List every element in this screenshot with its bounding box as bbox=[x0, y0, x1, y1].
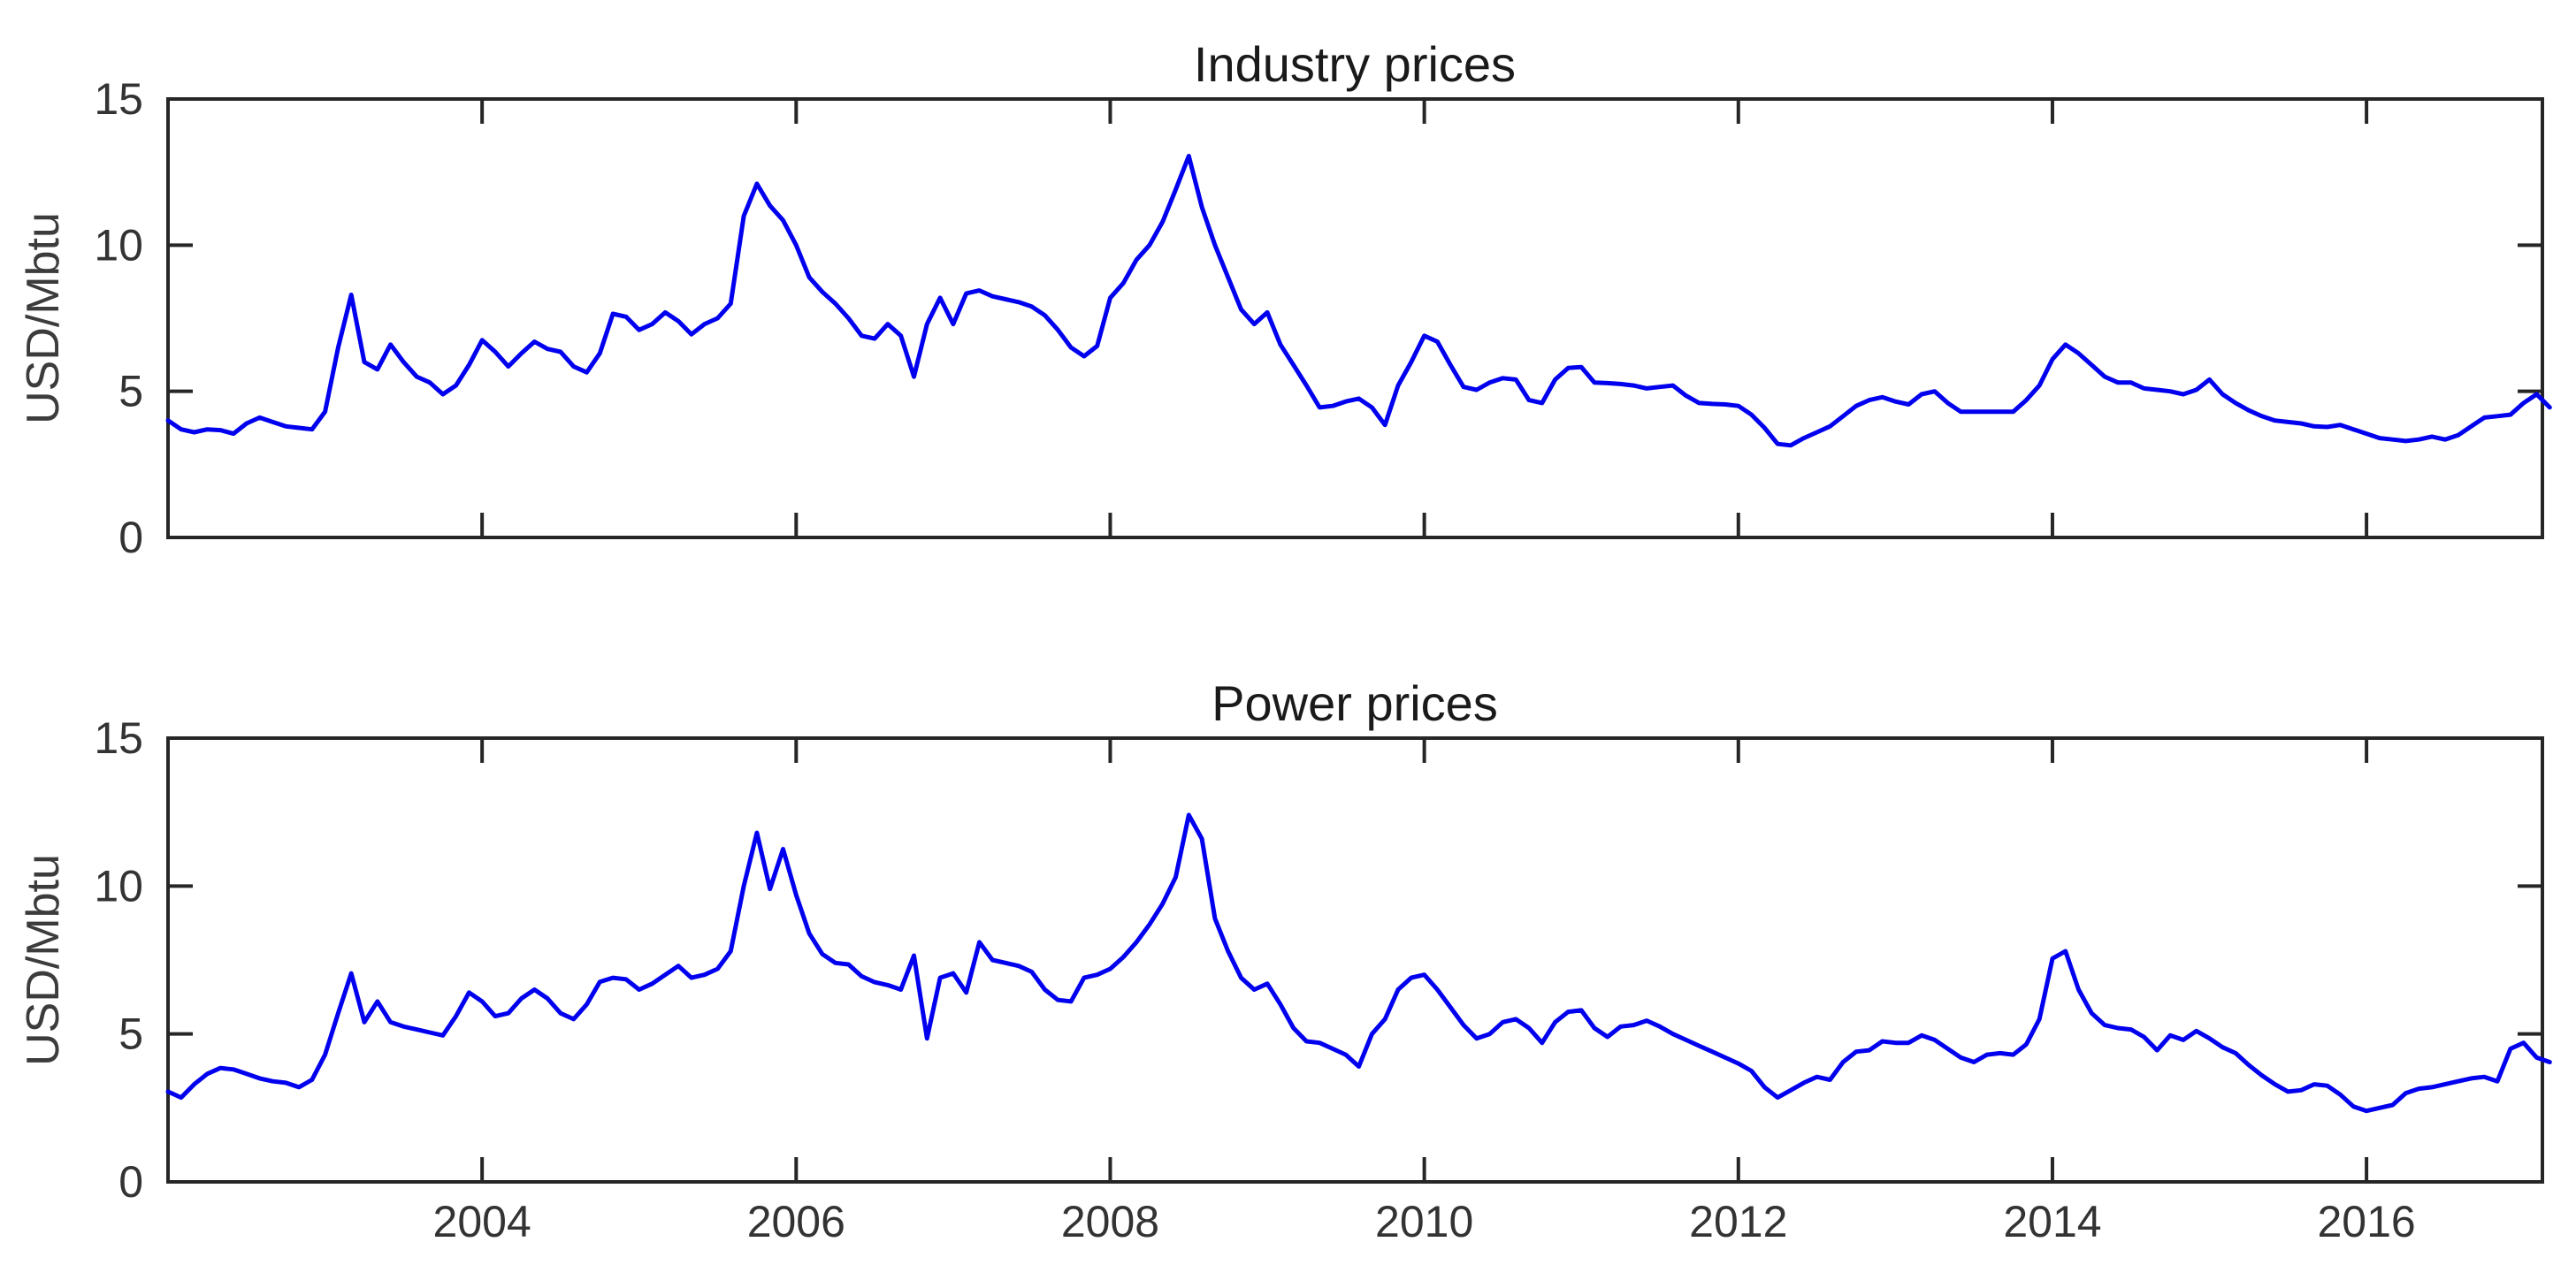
y-tick-label: 15 bbox=[94, 713, 143, 763]
plot-area bbox=[166, 97, 2544, 539]
y-tick-labels: 0 5 10 15 bbox=[94, 713, 143, 1207]
x-tick-label: 2004 bbox=[433, 1197, 531, 1246]
x-tick-labels: 2004 2006 2008 2010 2012 2014 2016 bbox=[433, 1197, 2416, 1246]
y-tick-label: 0 bbox=[118, 1157, 143, 1207]
power-price-line bbox=[165, 812, 2552, 1114]
plot-area bbox=[166, 736, 2544, 1184]
chart-title: Power prices bbox=[1212, 675, 1498, 731]
y-tick-label: 5 bbox=[118, 1010, 143, 1059]
y-tick-label: 5 bbox=[118, 367, 143, 416]
chart-title: Industry prices bbox=[1194, 36, 1516, 92]
tick-marks bbox=[168, 736, 2542, 1184]
x-tick-label: 2012 bbox=[1689, 1197, 1787, 1246]
y-tick-label: 10 bbox=[94, 220, 143, 270]
industry-price-line bbox=[165, 154, 2552, 448]
tick-marks bbox=[168, 97, 2542, 539]
x-tick-label: 2010 bbox=[1375, 1197, 1473, 1246]
y-tick-labels: 0 5 10 15 bbox=[94, 74, 143, 562]
y-tick-label: 10 bbox=[94, 861, 143, 910]
industry-chart: Industry prices USD/Mbtu 0 5 10 15 bbox=[18, 36, 2552, 562]
y-axis-label: USD/Mbtu bbox=[18, 212, 69, 424]
y-tick-label: 15 bbox=[94, 74, 143, 124]
x-tick-label: 2006 bbox=[747, 1197, 845, 1246]
x-tick-label: 2014 bbox=[2003, 1197, 2101, 1246]
x-tick-label: 2008 bbox=[1061, 1197, 1159, 1246]
y-axis-label: USD/Mbtu bbox=[18, 854, 69, 1066]
x-tick-label: 2016 bbox=[2317, 1197, 2415, 1246]
y-tick-label: 0 bbox=[118, 513, 143, 562]
